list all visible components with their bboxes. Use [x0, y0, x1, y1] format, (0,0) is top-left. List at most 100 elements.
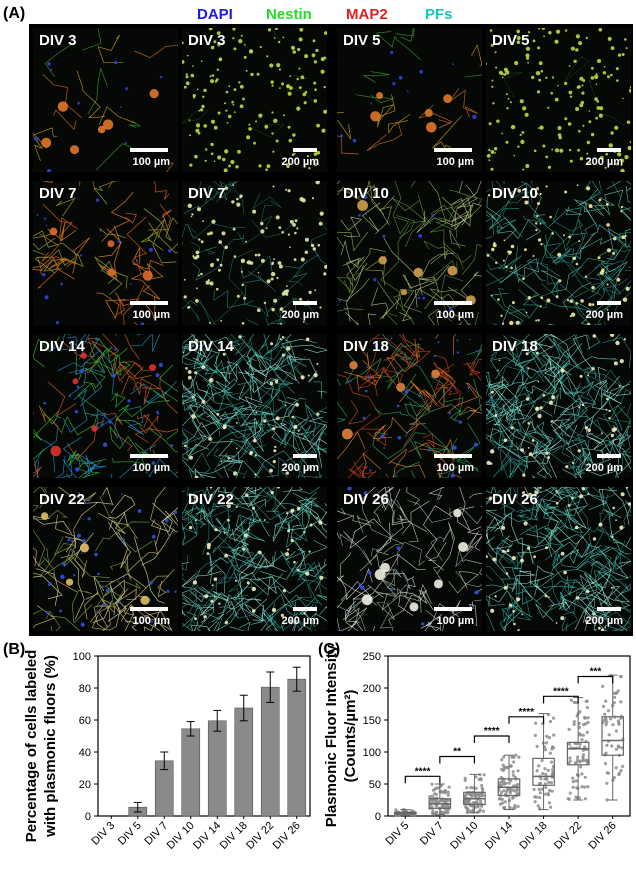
micrograph-label: DIV 5 — [343, 32, 381, 49]
micrograph-label: DIV 22 — [39, 491, 85, 508]
x-tick-label: DIV 18 — [218, 820, 250, 852]
micrograph-image: DIV 7 100 µm — [33, 181, 178, 325]
error-bar — [133, 801, 142, 813]
y-tick-label: 100 — [363, 747, 381, 759]
micrograph-label: DIV 18 — [492, 338, 538, 355]
error-bar — [239, 694, 248, 722]
micrograph-label: DIV 14 — [39, 338, 85, 355]
y-tick-label: 20 — [79, 779, 91, 791]
micrograph-image: DIV 14 200 µm — [182, 334, 327, 478]
x-tick-label: DIV 14 — [483, 820, 515, 852]
micrograph-label: DIV 10 — [492, 185, 538, 202]
y-axis-title: Plasmonic Fluor Intensity — [323, 644, 340, 827]
micrograph-image: DIV 18 200 µm — [486, 334, 631, 478]
micrograph-label: DIV 3 — [39, 32, 77, 49]
micrograph-pair: DIV 3 100 µm DIV 3 200 µm — [31, 26, 329, 174]
panel-label-b: (B) — [3, 641, 26, 658]
scale-bar — [293, 607, 317, 611]
micrograph-image: DIV 26 100 µm — [337, 487, 482, 631]
micrograph-render — [486, 28, 631, 172]
scale-bar — [434, 148, 472, 152]
x-tick-label: DIV 14 — [191, 820, 223, 852]
micrograph-render — [337, 334, 482, 478]
scale-bar — [130, 148, 168, 152]
micrograph-label: DIV 3 — [188, 32, 226, 49]
micrograph-image: DIV 22 200 µm — [182, 487, 327, 631]
bar — [287, 678, 307, 817]
micrograph-image: DIV 3 200 µm — [182, 28, 327, 172]
y-axis-title: Percentage of cells labeled — [23, 650, 40, 843]
legend-pfs: PFs — [425, 6, 453, 23]
micrograph-label: DIV 7 — [188, 185, 226, 202]
panel-label-c: (C) — [318, 641, 341, 658]
micrograph-pair: DIV 22 100 µm DIV 22 200 µm — [31, 485, 329, 633]
micrograph-pair: DIV 18 100 µm DIV 18 200 µm — [335, 332, 633, 480]
scale-bar — [130, 301, 168, 305]
scale-bar — [597, 607, 621, 611]
micrograph-pair: DIV 14 100 µm DIV 14 200 µm — [31, 332, 329, 480]
significance-bracket: ** — [439, 746, 476, 764]
micrograph-pair: DIV 5 100 µm DIV 5 200 µm — [335, 26, 633, 174]
error-bar — [186, 721, 195, 737]
legend-map2: MAP2 — [346, 6, 388, 23]
scale-bar — [597, 301, 621, 305]
error-bar — [213, 709, 222, 732]
micrograph-pair: DIV 10 100 µm DIV 10 200 µm — [335, 179, 633, 327]
significance-bracket: **** — [404, 766, 441, 784]
x-tick-label: DIV 10 — [448, 820, 480, 852]
scale-bar-label: 200 µm — [585, 156, 623, 168]
scale-bar-label: 100 µm — [132, 156, 170, 168]
y-tick-label: 40 — [79, 747, 91, 759]
scale-bar — [293, 148, 317, 152]
micrograph-label: DIV 18 — [343, 338, 389, 355]
x-tick-label: DIV 5 — [116, 820, 144, 848]
scale-bar-label: 200 µm — [281, 462, 319, 474]
x-tick-label: DIV 22 — [552, 820, 584, 852]
significance-bracket: *** — [577, 666, 614, 684]
y-tick-label: 0 — [85, 811, 91, 823]
box — [532, 713, 556, 811]
scale-bar-label: 100 µm — [132, 462, 170, 474]
box — [462, 773, 486, 815]
micrograph-grid: DIV 3 100 µm DIV 3 200 µm DIV 5 100 µm DIV 5 20… — [29, 24, 633, 636]
x-tick-label: DIV 5 — [383, 820, 411, 848]
micrograph-pair: DIV 26 100 µm DIV 26 200 µm — [335, 485, 633, 633]
x-tick-label: DIV 18 — [517, 820, 549, 852]
scale-bar-label: 100 µm — [436, 615, 474, 627]
micrograph-label: DIV 14 — [188, 338, 234, 355]
scale-bar — [434, 301, 472, 305]
scale-bar-label: 200 µm — [281, 615, 319, 627]
box — [428, 782, 452, 817]
scale-bar-label: 100 µm — [132, 309, 170, 321]
significance-label: **** — [553, 686, 569, 697]
micrograph-image: DIV 26 200 µm — [486, 487, 631, 631]
scale-bar-label: 200 µm — [281, 156, 319, 168]
x-tick-label: DIV 26 — [271, 820, 303, 852]
error-bar — [266, 671, 275, 703]
significance-bracket: **** — [473, 726, 510, 743]
y-axis-title: with plasmonic fluors (%) — [42, 655, 59, 838]
micrograph-image: DIV 5 100 µm — [337, 28, 482, 172]
micrograph-image: DIV 18 100 µm — [337, 334, 482, 478]
scale-bar — [130, 607, 168, 611]
micrograph-image: DIV 14 100 µm — [33, 334, 178, 478]
scale-bar — [130, 454, 168, 458]
micrograph-image: DIV 10 200 µm — [486, 181, 631, 325]
micrograph-pair: DIV 7 100 µm DIV 7 200 µm — [31, 179, 329, 327]
micrograph-label: DIV 26 — [492, 491, 538, 508]
box — [393, 808, 417, 817]
scale-bar-label: 200 µm — [585, 309, 623, 321]
x-tick-label: DIV 7 — [418, 820, 446, 848]
significance-label: **** — [484, 726, 500, 737]
micrograph-label: DIV 26 — [343, 491, 389, 508]
y-tick-label: 80 — [79, 683, 91, 695]
scale-bar-label: 200 µm — [281, 309, 319, 321]
error-bar — [292, 666, 301, 692]
box — [497, 753, 521, 811]
significance-bracket: **** — [508, 707, 545, 724]
y-tick-label: 150 — [363, 715, 381, 727]
micrograph-label: DIV 22 — [188, 491, 234, 508]
legend-nestin: Nestin — [266, 6, 312, 23]
micrograph-image: DIV 22 100 µm — [33, 487, 178, 631]
